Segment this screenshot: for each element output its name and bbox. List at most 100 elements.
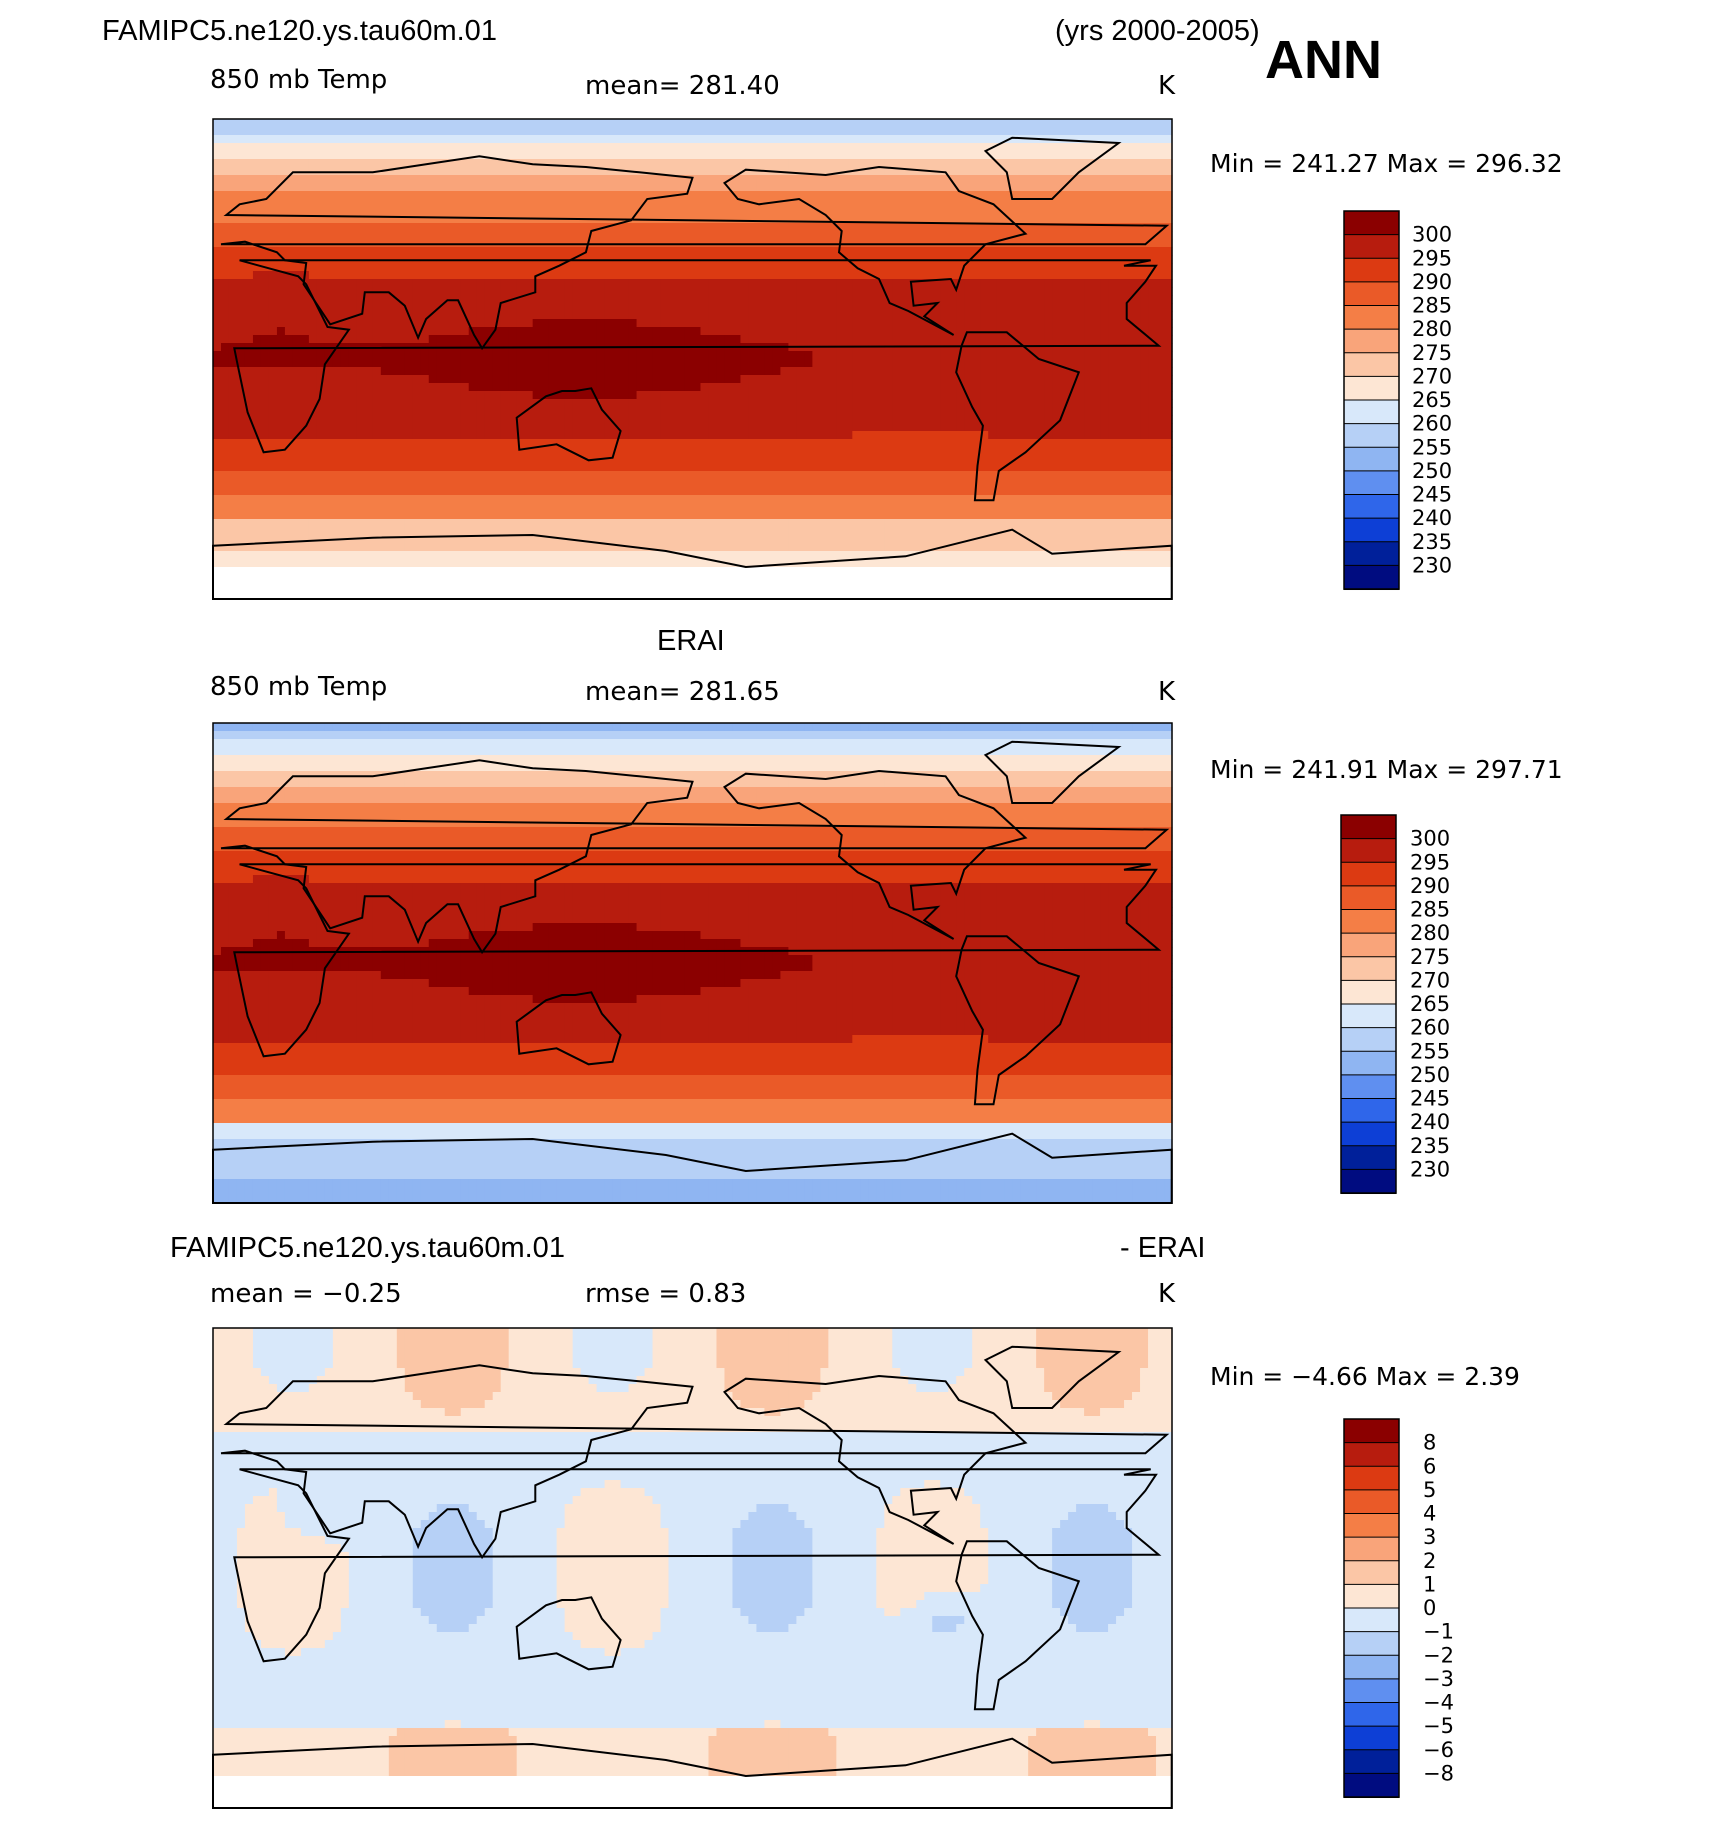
map-cell [405,175,414,184]
map-cell [1012,127,1021,136]
map-cell [357,439,366,448]
map-cell [972,295,981,304]
map-cell [645,151,654,160]
map-cell [1036,319,1045,328]
map-cell [653,359,662,368]
map-cell [876,143,885,152]
map-cell [309,431,318,440]
map-cell [317,247,326,256]
map-cell [221,383,230,392]
map-cell [213,431,222,440]
map-cell [613,183,622,192]
map-cell [221,423,230,432]
map-cell [1084,231,1093,240]
map-cell [285,287,294,296]
map-cell [764,295,773,304]
map-cell [533,311,542,320]
map-cell [988,207,997,216]
map-cell [613,207,622,216]
map-cell [1068,247,1077,256]
map-cell [349,351,358,360]
map-cell [373,391,382,400]
map-cell [237,167,246,176]
map-cell [748,335,757,344]
map-cell [1052,279,1061,288]
map-cell [477,167,486,176]
map-cell [732,303,741,312]
map-cell [405,423,414,432]
map-cell [796,175,805,184]
map-cell [716,207,725,216]
map-cell [349,375,358,384]
map-cell [844,223,853,232]
map-cell [1092,183,1101,192]
map-cell [844,143,853,152]
map-cell [229,319,238,328]
map-cell [860,199,869,208]
map-cell [1092,287,1101,296]
map-cell [1076,127,1085,136]
map-cell [764,407,773,416]
map-cell [341,175,350,184]
map-cell [900,127,909,136]
map-cell [405,415,414,424]
map-cell [269,175,278,184]
map-cell [876,439,885,448]
map-cell [1068,191,1077,200]
map-cell [333,271,342,280]
map-cell [900,199,909,208]
map-cell [381,311,390,320]
map-cell [365,423,374,432]
map-cell [293,263,302,272]
map-cell [1028,423,1037,432]
map-cell [333,151,342,160]
map-cell [389,303,398,312]
map-cell [924,295,933,304]
map-cell [477,271,486,280]
map-cell [285,231,294,240]
map-cell [972,263,981,272]
map-cell [1100,375,1109,384]
map-cell [948,191,957,200]
map-cell [517,207,526,216]
map-cell [1012,207,1021,216]
map-cell [940,207,949,216]
map-cell [669,335,678,344]
map-cell [341,247,350,256]
map-cell [317,231,326,240]
map-cell [597,311,606,320]
map-cell [341,231,350,240]
map-cell [581,191,590,200]
map-cell [1028,119,1037,128]
map-cell [804,327,813,336]
map-cell [876,359,885,368]
map-cell [1076,271,1085,280]
map-cell [860,335,869,344]
map-cell [685,311,694,320]
map-cell [1124,231,1133,240]
map-cell [605,263,614,272]
map-cell [277,351,286,360]
map-cell [1108,423,1117,432]
map-cell [812,143,821,152]
map-cell [1020,407,1029,416]
map-cell [397,159,406,168]
map-cell [852,351,861,360]
map-cell [948,247,957,256]
map-cell [469,287,478,296]
map-cell [301,367,310,376]
map-cell [509,231,518,240]
map-cell [924,359,933,368]
map-cell [485,319,494,328]
map-cell [501,271,510,280]
map-cell [1084,335,1093,344]
map-cell [820,143,829,152]
map-cell [573,143,582,152]
map-cell [860,311,869,320]
map-cell [317,279,326,288]
map-cell [780,407,789,416]
map-cell [317,447,326,456]
map-cell [916,327,925,336]
map-cell [732,215,741,224]
map-cell [677,127,686,136]
